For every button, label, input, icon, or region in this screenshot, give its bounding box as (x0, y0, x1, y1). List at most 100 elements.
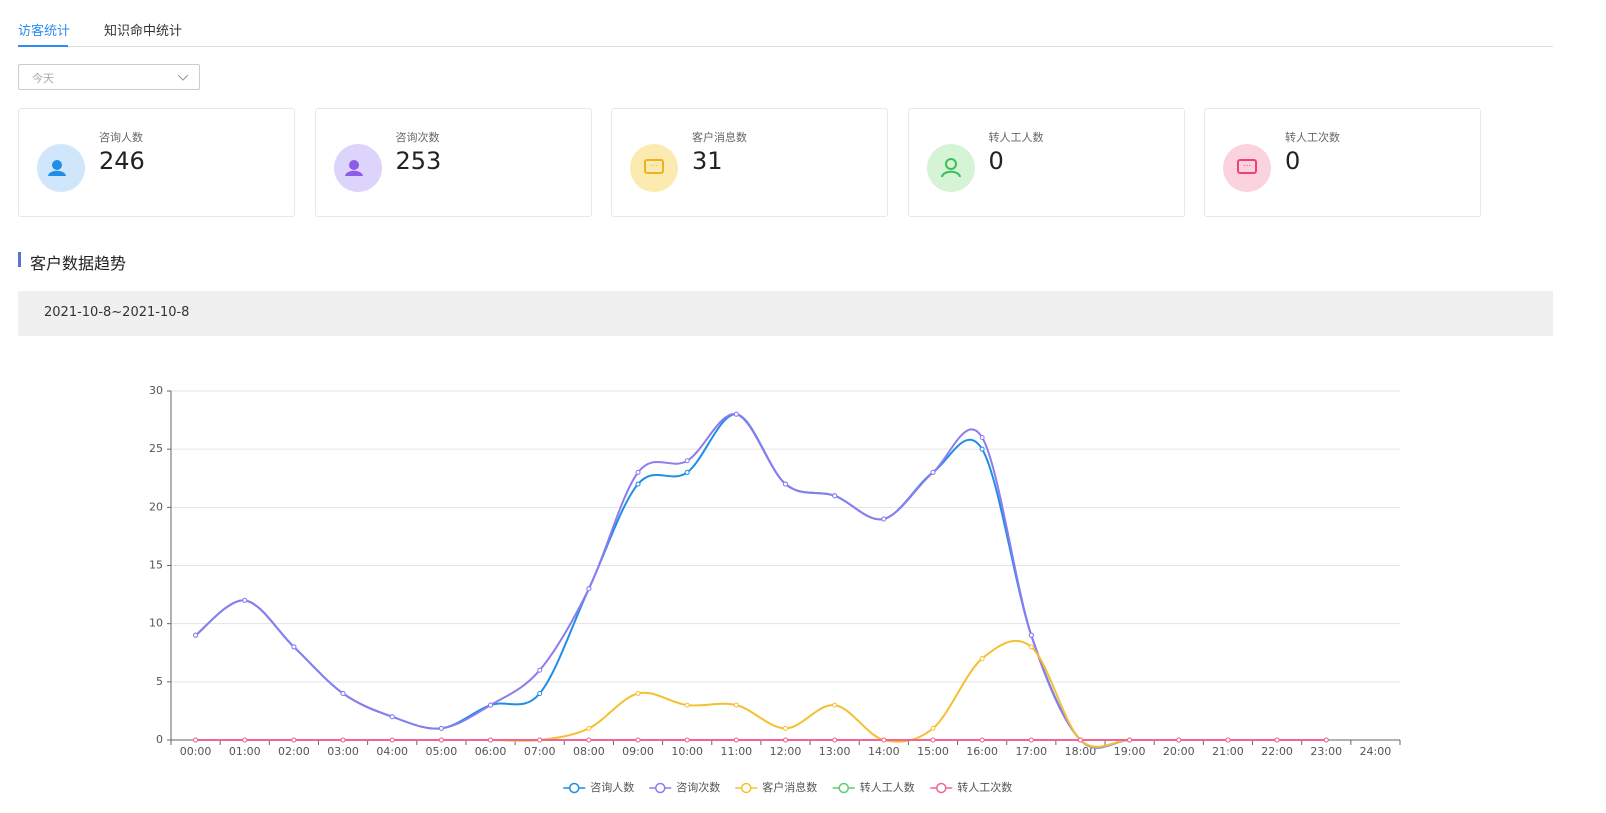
data-point (291, 644, 297, 650)
data-point (537, 737, 543, 743)
data-point (635, 737, 641, 743)
stat-icon (37, 144, 85, 192)
data-point (242, 597, 248, 603)
data-point (340, 737, 346, 743)
data-point (1127, 737, 1133, 743)
data-point (930, 737, 936, 743)
stat-value: 253 (395, 147, 442, 175)
data-point (438, 725, 444, 731)
data-point (783, 737, 788, 743)
data-point (1077, 737, 1083, 743)
data-point (291, 737, 297, 743)
stat-card: ··· 客户消息数 31 (611, 108, 888, 217)
data-point (733, 737, 739, 743)
x-tick-label: 19:00 (1114, 745, 1146, 758)
stat-value: 0 (1285, 147, 1301, 175)
data-point (193, 632, 199, 638)
stat-icon: ··· (630, 144, 678, 192)
data-point (684, 737, 690, 743)
series-line (194, 413, 1327, 749)
data-point (733, 411, 739, 417)
x-tick-label: 22:00 (1261, 745, 1293, 758)
x-tick-label: 15:00 (917, 745, 949, 758)
select-value: 今天 (32, 72, 54, 85)
data-point (242, 737, 248, 743)
stat-label: 客户消息数 (692, 131, 747, 144)
x-tick-label: 09:00 (622, 745, 654, 758)
stat-card: ··· 转人工次数 0 (1204, 108, 1481, 217)
y-tick-label: 5 (156, 675, 163, 688)
data-point (1225, 737, 1231, 743)
legend-label: 客户消息数 (762, 780, 817, 794)
data-point (389, 737, 395, 743)
y-tick-label: 15 (149, 559, 163, 572)
data-point (1028, 737, 1034, 743)
legend-label: 咨询次数 (676, 780, 720, 794)
data-point (881, 737, 887, 743)
data-point (438, 737, 444, 743)
data-point (1274, 737, 1280, 743)
legend-label: 转人工次数 (957, 780, 1012, 794)
data-point (635, 481, 641, 487)
data-point (291, 737, 297, 743)
x-tick-label: 10:00 (671, 745, 703, 758)
data-point (488, 702, 494, 708)
data-point (832, 493, 838, 499)
data-point (537, 690, 543, 696)
stat-label: 转人工人数 (988, 131, 1044, 144)
tab[interactable]: 访客统计 (18, 24, 71, 39)
data-point (488, 702, 494, 708)
data-point (1077, 737, 1083, 743)
series-line (194, 413, 1327, 749)
data-point (242, 737, 248, 743)
data-point (979, 737, 985, 743)
tab[interactable]: 知识命中统计 (104, 24, 183, 39)
data-point (488, 737, 494, 743)
data-point (438, 737, 444, 743)
stat-value: 31 (692, 147, 723, 175)
x-tick-label: 08:00 (573, 745, 605, 758)
data-point (783, 481, 788, 487)
data-point (783, 725, 788, 731)
stat-label: 转人工次数 (1285, 131, 1340, 144)
x-tick-label: 21:00 (1212, 745, 1244, 758)
section-title: 客户数据趋势 (30, 254, 127, 273)
x-tick-label: 02:00 (278, 745, 310, 758)
data-point (1274, 737, 1280, 743)
data-point (1127, 737, 1133, 743)
x-tick-label: 05:00 (426, 745, 458, 758)
y-tick-label: 10 (149, 617, 163, 630)
data-point (389, 714, 395, 720)
x-tick-label: 11:00 (720, 745, 752, 758)
y-tick-label: 25 (149, 442, 163, 455)
data-point (242, 597, 248, 603)
tab-divider (18, 46, 1553, 47)
data-point (586, 586, 592, 592)
data-point (291, 644, 297, 650)
data-point (291, 737, 297, 743)
data-point (1028, 632, 1034, 638)
data-point (1225, 737, 1231, 743)
y-tick-label: 20 (149, 500, 163, 513)
data-point (930, 469, 936, 475)
data-point (193, 632, 199, 638)
stat-icon (926, 144, 975, 192)
data-point (1028, 737, 1034, 743)
select[interactable]: 今天 (18, 64, 200, 90)
date-bar: 2021-10-8~2021-10-8 (18, 291, 1553, 336)
data-point (783, 481, 788, 487)
data-point (1176, 737, 1182, 743)
data-point (340, 690, 346, 696)
data-point (1225, 737, 1231, 743)
data-point (832, 702, 838, 708)
data-point (193, 737, 199, 743)
data-point (1323, 737, 1329, 743)
x-tick-label: 23:00 (1310, 745, 1342, 758)
data-point (881, 516, 887, 522)
data-point (586, 586, 592, 592)
data-point (832, 737, 838, 743)
legend-symbol (655, 782, 666, 794)
stat-card: 咨询人数 246 (18, 108, 295, 217)
svg-text:···: ··· (650, 162, 659, 172)
legend: 咨询人数 咨询次数 客户消息数 转人工人数 转人工次数 (563, 780, 1012, 794)
